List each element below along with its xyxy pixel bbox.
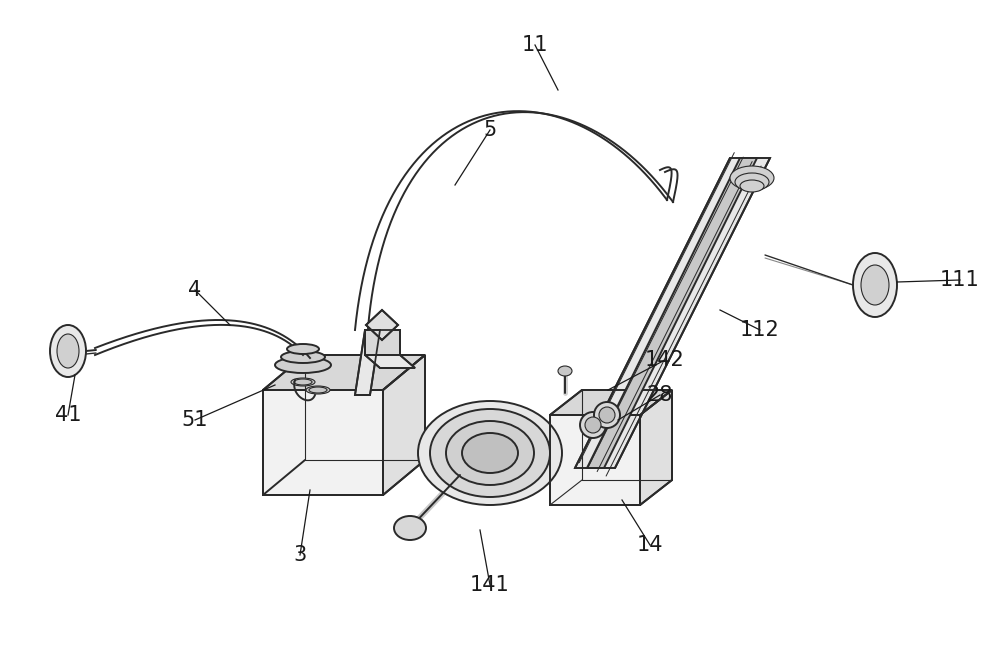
Text: 14: 14: [637, 535, 663, 555]
Ellipse shape: [57, 334, 79, 368]
Polygon shape: [263, 355, 425, 390]
Ellipse shape: [861, 265, 889, 305]
Polygon shape: [365, 330, 400, 355]
Ellipse shape: [462, 433, 518, 473]
Ellipse shape: [430, 409, 550, 497]
Ellipse shape: [309, 387, 327, 393]
Ellipse shape: [594, 402, 620, 428]
Ellipse shape: [275, 357, 331, 373]
Polygon shape: [587, 158, 757, 468]
Text: 141: 141: [470, 575, 510, 595]
Ellipse shape: [287, 344, 319, 354]
Ellipse shape: [585, 417, 601, 433]
Ellipse shape: [50, 325, 86, 377]
Text: 41: 41: [55, 405, 81, 425]
Polygon shape: [640, 390, 672, 505]
Text: 5: 5: [483, 120, 497, 140]
Ellipse shape: [580, 412, 606, 438]
Polygon shape: [365, 355, 415, 368]
Ellipse shape: [558, 366, 572, 376]
Ellipse shape: [853, 253, 897, 317]
Text: 3: 3: [293, 545, 307, 565]
Polygon shape: [383, 355, 425, 495]
Polygon shape: [263, 390, 383, 495]
Text: 4: 4: [188, 280, 202, 300]
Polygon shape: [575, 158, 770, 468]
Polygon shape: [550, 415, 640, 505]
Text: 11: 11: [522, 35, 548, 55]
Polygon shape: [355, 330, 380, 395]
Text: 142: 142: [645, 350, 685, 370]
Ellipse shape: [294, 379, 312, 385]
Ellipse shape: [306, 386, 330, 394]
Text: 28: 28: [647, 385, 673, 405]
Ellipse shape: [291, 378, 315, 386]
Ellipse shape: [730, 166, 774, 190]
Text: 112: 112: [740, 320, 780, 340]
Ellipse shape: [281, 351, 325, 363]
Text: 111: 111: [940, 270, 980, 290]
Ellipse shape: [599, 407, 615, 423]
Ellipse shape: [418, 401, 562, 505]
Ellipse shape: [735, 173, 769, 191]
Ellipse shape: [394, 516, 426, 540]
Polygon shape: [366, 310, 398, 340]
Ellipse shape: [740, 180, 764, 192]
Polygon shape: [550, 390, 672, 415]
Ellipse shape: [446, 421, 534, 485]
Text: 51: 51: [182, 410, 208, 430]
